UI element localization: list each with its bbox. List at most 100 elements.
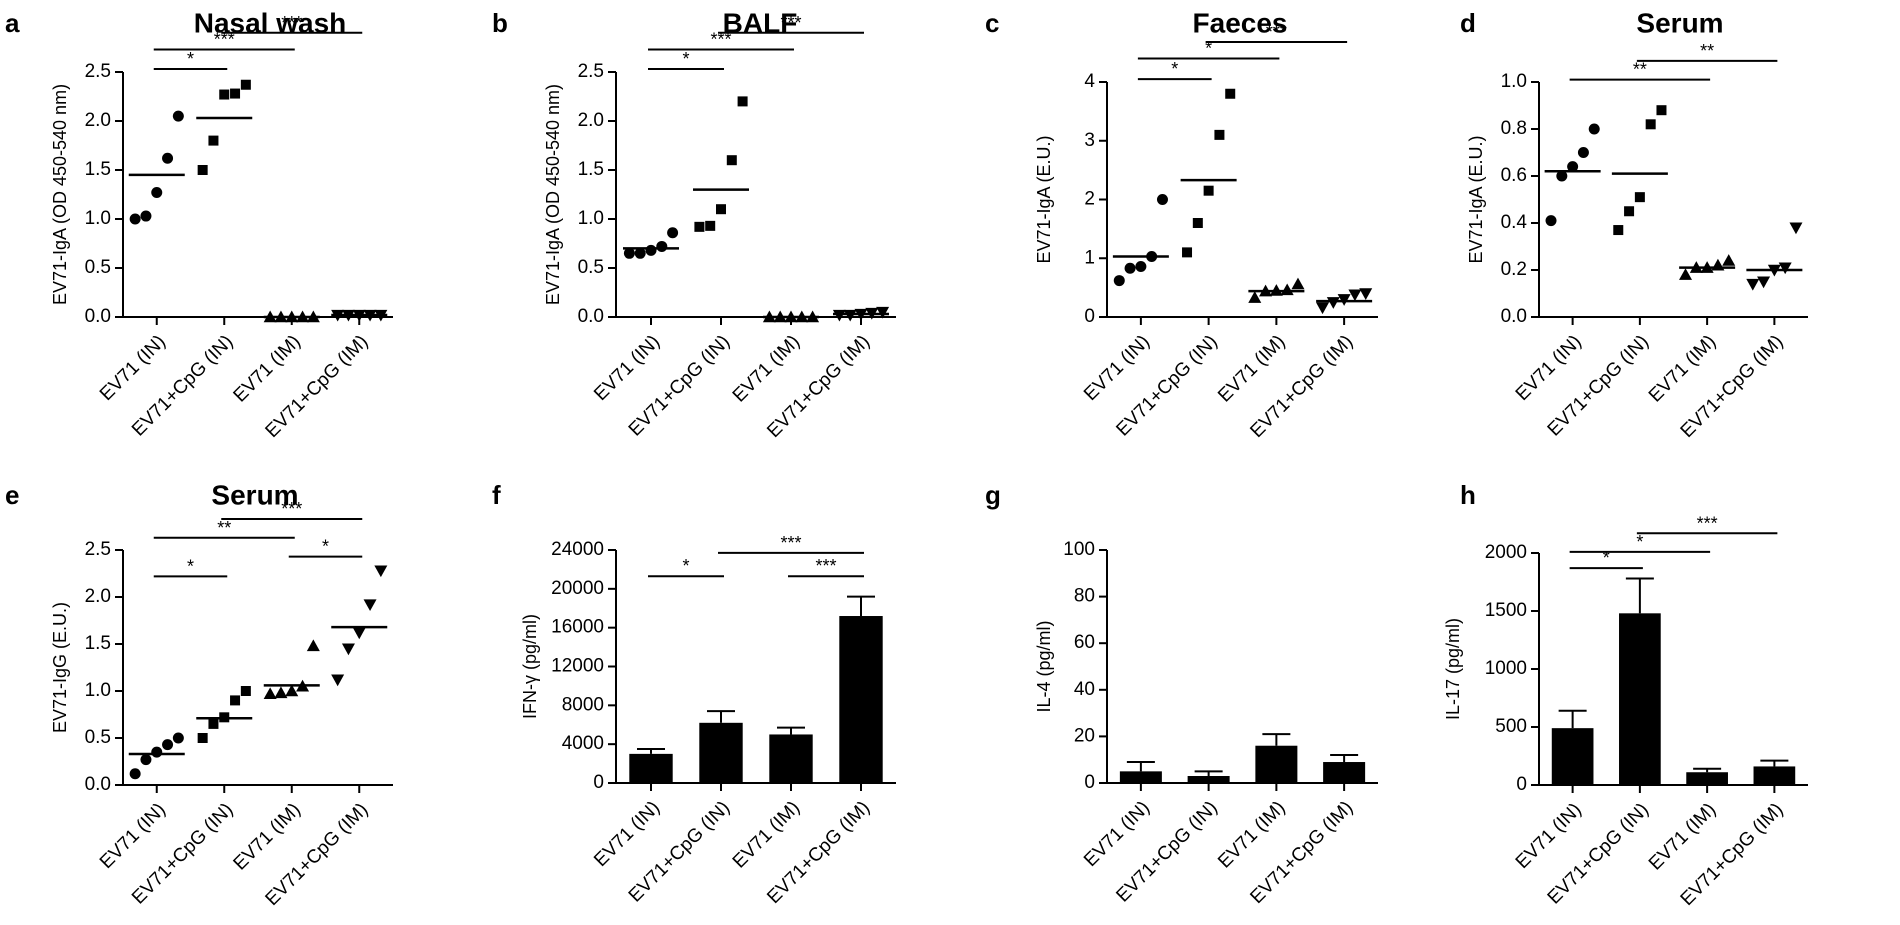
data-point [151, 746, 163, 758]
y-tick-label: 20 [1074, 725, 1095, 746]
y-tick-label: 1.0 [85, 680, 111, 701]
y-tick-label: 0.0 [85, 306, 111, 327]
y-tick-label: 1 [1084, 247, 1095, 268]
data-point [129, 213, 141, 225]
panel-letter: a [5, 8, 20, 38]
significance-label: *** [780, 533, 801, 553]
data-point [1214, 129, 1225, 140]
significance-label: * [1205, 39, 1212, 59]
y-tick-label: 12000 [551, 656, 604, 677]
data-point [1326, 297, 1340, 309]
data-point [1225, 88, 1236, 99]
bar [769, 734, 813, 783]
data-point [1156, 194, 1168, 205]
data-point [1722, 254, 1736, 266]
data-point [1577, 147, 1589, 158]
data-point [240, 79, 251, 90]
data-point [129, 768, 141, 780]
significance-label: *** [710, 29, 731, 49]
data-point [162, 739, 174, 751]
y-tick-label: 1.0 [1501, 71, 1527, 92]
bar [629, 753, 673, 783]
y-tick-label: 500 [1495, 716, 1527, 737]
data-point [1280, 283, 1294, 296]
y-axis-label: EV71-IgG (E.U.) [50, 602, 70, 733]
y-tick-label: 0.5 [578, 257, 604, 278]
significance-label: * [187, 49, 194, 69]
y-tick-label: 1.5 [85, 159, 111, 180]
y-axis-label: IFN-γ (pg/ml) [520, 614, 540, 719]
y-tick-label: 0.0 [85, 774, 111, 795]
y-tick-label: 2000 [1485, 542, 1527, 563]
significance-label: *** [815, 556, 836, 576]
y-tick-label: 0.5 [85, 257, 111, 278]
significance-label: *** [1697, 513, 1718, 533]
data-point [1135, 260, 1147, 272]
data-point [208, 135, 219, 146]
data-point [363, 599, 377, 612]
data-point [1203, 185, 1214, 196]
data-point [1182, 247, 1193, 258]
bar [839, 616, 883, 783]
bar [1255, 745, 1298, 783]
significance-label: *** [281, 13, 302, 33]
data-point [197, 165, 208, 175]
data-point [1746, 278, 1760, 291]
bar [1323, 762, 1366, 783]
data-point [208, 718, 219, 729]
panel-letter: b [492, 8, 508, 38]
data-point [1624, 206, 1635, 217]
bar [699, 722, 743, 783]
significance-label: * [1603, 548, 1610, 568]
y-tick-label: 0.2 [1501, 259, 1527, 280]
y-tick-label: 0.5 [85, 727, 111, 748]
panel-letter: g [985, 480, 1001, 510]
data-point [1192, 218, 1203, 228]
data-point [726, 155, 737, 166]
y-axis-label: EV71-IgA (OD 450-540 nm) [543, 84, 563, 305]
y-tick-label: 2.5 [578, 61, 604, 82]
x-tick-label: EV71 (IM) [729, 797, 804, 872]
y-tick-label: 8000 [562, 694, 604, 715]
y-axis-label: EV71-IgA (E.U.) [1034, 135, 1054, 263]
chart-title: Serum [211, 479, 298, 510]
y-tick-label: 1.0 [85, 208, 111, 229]
data-point [1545, 215, 1557, 227]
y-tick-label: 3 [1084, 130, 1095, 151]
bar [1551, 728, 1594, 785]
data-point [1679, 268, 1693, 280]
significance-label: *** [281, 499, 302, 519]
bar [1753, 766, 1796, 785]
data-point [1613, 225, 1624, 236]
data-point [140, 754, 152, 766]
data-point [623, 247, 635, 259]
y-tick-label: 16000 [551, 617, 604, 638]
y-axis-label: IL-4 (pg/ml) [1034, 620, 1054, 712]
significance-label: *** [1266, 22, 1287, 42]
y-tick-label: 4000 [562, 733, 604, 754]
bar [1187, 776, 1230, 783]
data-point [1291, 277, 1305, 290]
y-tick-label: 2.5 [85, 61, 111, 82]
data-point [737, 96, 748, 107]
data-point [716, 204, 726, 215]
data-point [876, 306, 890, 319]
y-tick-label: 0.8 [1501, 118, 1527, 139]
data-point [306, 639, 320, 652]
panel-letter: h [1460, 480, 1476, 510]
bar [1119, 771, 1162, 783]
y-tick-label: 100 [1063, 539, 1095, 560]
y-tick-label: 0.6 [1501, 165, 1527, 186]
data-point [230, 695, 241, 706]
y-tick-label: 1.0 [578, 208, 604, 229]
data-point [274, 686, 288, 699]
data-point [694, 221, 705, 232]
significance-label: *** [780, 13, 801, 33]
data-point [219, 89, 230, 100]
